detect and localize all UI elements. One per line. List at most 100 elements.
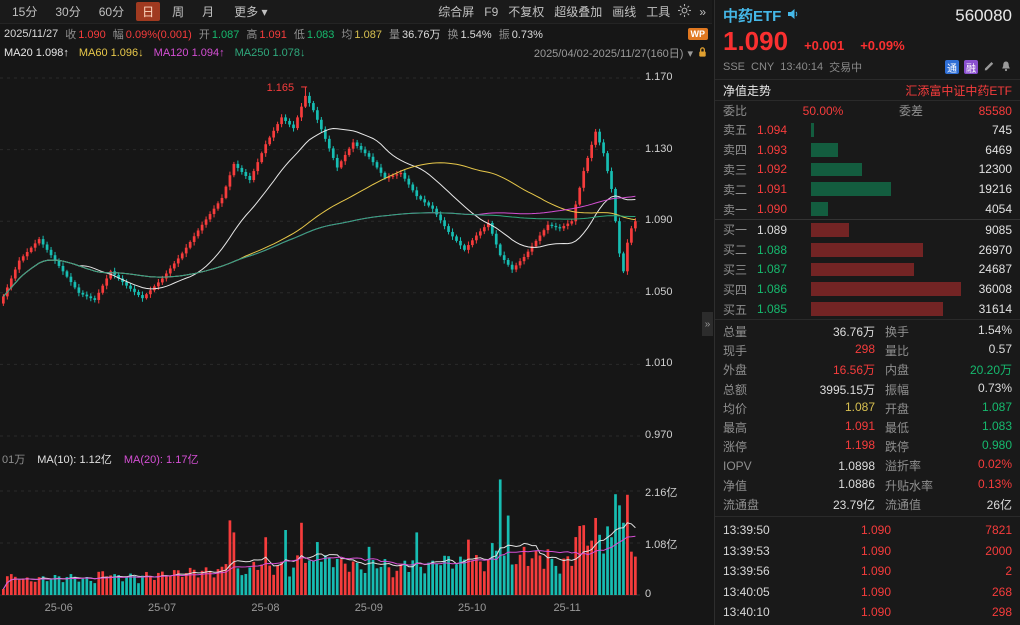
tick-time: 13:40:10 bbox=[723, 605, 770, 620]
stat-总量: 总量 36.76万 bbox=[723, 323, 885, 340]
stat-内盘: 内盘 20.20万 bbox=[885, 361, 1012, 378]
currency-label: CNY bbox=[751, 61, 775, 73]
stat-外盘: 外盘 16.56万 bbox=[723, 361, 885, 378]
period-more[interactable]: 更多 ▾ bbox=[228, 2, 273, 21]
stat-value: 1.087 bbox=[844, 399, 875, 414]
field-value: 1.087 bbox=[211, 29, 240, 41]
field-value: 1.090 bbox=[78, 29, 106, 41]
level-qty: 4054 bbox=[985, 202, 1012, 217]
period-tab-月[interactable]: 月 bbox=[202, 5, 215, 19]
weibi-value: 50.00% bbox=[802, 103, 844, 118]
field-均: 均 1.087 bbox=[341, 26, 382, 42]
depth-bar bbox=[811, 302, 943, 316]
period-tab-周[interactable]: 周 bbox=[172, 5, 185, 19]
field-label: 换 bbox=[447, 29, 459, 41]
order-book-row-买五[interactable]: 买五 1.085 31614 bbox=[715, 299, 1020, 319]
weibi-label: 委比 bbox=[723, 104, 748, 118]
stat-value: 16.56万 bbox=[832, 363, 875, 378]
period-more-label: 更多 bbox=[234, 5, 259, 19]
gear-icon[interactable] bbox=[678, 3, 692, 20]
period-tab-60分[interactable]: 60分 bbox=[98, 5, 125, 19]
order-book-row-卖四[interactable]: 卖四 1.093 6469 bbox=[715, 140, 1020, 160]
order-book-row-卖五[interactable]: 卖五 1.094 745 bbox=[715, 120, 1020, 140]
ma-legend-row: MA20 1.098↑ MA60 1.096↓ MA120 1.094↑ MA250 … bbox=[0, 44, 712, 62]
period-tab-30分[interactable]: 30分 bbox=[55, 5, 81, 19]
stat-label: 最高 bbox=[723, 421, 748, 435]
tick-price: 1.090 bbox=[860, 605, 891, 620]
ma-legend-item-MA120: MA120 1.094↑ bbox=[153, 47, 225, 59]
order-book-row-卖二[interactable]: 卖二 1.091 19216 bbox=[715, 179, 1020, 199]
chart-canvas[interactable]: 1.165 bbox=[0, 62, 712, 600]
tick-volume: 2 bbox=[1005, 564, 1012, 579]
level-qty: 26970 bbox=[978, 242, 1012, 257]
tool-F9[interactable]: F9 bbox=[484, 4, 499, 19]
depth-bar bbox=[811, 142, 838, 157]
tool-工具[interactable]: 工具 bbox=[646, 5, 671, 19]
stat-升贴水率: 升贴水率 0.13% bbox=[885, 477, 1012, 494]
panel-collapse-handle[interactable]: » bbox=[702, 312, 713, 336]
nav-trend-tab[interactable]: 净值走势 bbox=[723, 83, 772, 98]
stat-label: 总额 bbox=[723, 382, 748, 397]
volume-axis-label: 0 bbox=[645, 588, 652, 600]
stat-label: 内盘 bbox=[885, 363, 910, 378]
tool-综合屏[interactable]: 综合屏 bbox=[438, 5, 475, 19]
range-dropdown-icon[interactable]: ▾ bbox=[687, 47, 693, 60]
stat-label: 最低 bbox=[885, 421, 910, 435]
stat-现手: 现手 298 bbox=[723, 342, 885, 359]
fund-name-link[interactable]: 汇添富中证中药ETF bbox=[905, 83, 1012, 98]
field-label: 振 bbox=[498, 29, 510, 41]
tick-row: 13:40:05 1.090 268 bbox=[715, 581, 1020, 602]
tool-画线[interactable]: 画线 bbox=[612, 5, 637, 19]
stats-row: 均价 1.087 开盘 1.087 bbox=[715, 399, 1020, 418]
order-book-row-买三[interactable]: 买三 1.087 24687 bbox=[715, 260, 1020, 280]
price-axis-label: 1.010 bbox=[645, 357, 673, 370]
field-label: 高 bbox=[246, 29, 258, 41]
alert-bell-icon[interactable] bbox=[1000, 60, 1012, 75]
field-开: 开 1.087 bbox=[199, 26, 240, 42]
price-axis-label: 1.090 bbox=[645, 214, 673, 227]
volume-chart[interactable] bbox=[0, 467, 712, 599]
margin-rong-badge[interactable]: 融 bbox=[964, 60, 978, 75]
lock-icon[interactable] bbox=[697, 46, 708, 61]
price-axis-label: 1.130 bbox=[645, 142, 673, 155]
speaker-icon[interactable] bbox=[787, 7, 799, 25]
tick-time: 13:39:56 bbox=[723, 564, 770, 579]
toolbar-expand-icon[interactable]: » bbox=[699, 4, 706, 19]
level-qty: 6469 bbox=[985, 142, 1012, 157]
x-axis-label-25-10: 25-10 bbox=[458, 602, 487, 614]
margin-tong-badge[interactable]: 通 bbox=[945, 60, 959, 75]
stat-value: 0.13% bbox=[977, 476, 1012, 491]
stat-量比: 量比 0.57 bbox=[885, 342, 1012, 359]
order-book-row-买二[interactable]: 买二 1.088 26970 bbox=[715, 240, 1020, 260]
level-price: 1.088 bbox=[757, 242, 788, 257]
level-label: 买五 bbox=[723, 302, 748, 317]
tick-row: 13:39:56 1.090 2 bbox=[715, 561, 1020, 582]
tool-不复权[interactable]: 不复权 bbox=[508, 5, 545, 19]
field-低: 低 1.083 bbox=[294, 26, 335, 42]
quote-time: 13:40:14 bbox=[780, 61, 824, 73]
candlestick-chart[interactable]: 1.165 bbox=[0, 62, 712, 450]
volume-axis-label: 1.08亿 bbox=[645, 539, 678, 551]
stat-label: 跌停 bbox=[885, 440, 910, 455]
order-book-row-卖一[interactable]: 卖一 1.090 4054 bbox=[715, 199, 1020, 219]
trade-date: 2025/11/27 bbox=[4, 28, 59, 40]
depth-bar bbox=[811, 242, 924, 257]
edit-icon[interactable] bbox=[983, 60, 995, 75]
field-label: 低 bbox=[293, 29, 305, 41]
tick-volume: 2000 bbox=[985, 543, 1012, 558]
quote-panel: 中药ETF 560080 1.090 +0.001 +0.09% SSE CNY… bbox=[714, 0, 1020, 625]
field-高: 高 1.091 bbox=[246, 26, 287, 42]
stat-label: 外盘 bbox=[723, 363, 748, 378]
period-tab-15分[interactable]: 15分 bbox=[12, 5, 38, 19]
order-book-row-卖三[interactable]: 卖三 1.092 12300 bbox=[715, 160, 1020, 180]
level-label: 卖一 bbox=[723, 202, 748, 217]
depth-bar bbox=[811, 202, 828, 216]
market-status: 交易中 bbox=[829, 62, 863, 74]
order-book-row-买四[interactable]: 买四 1.086 36008 bbox=[715, 279, 1020, 299]
chevron-down-icon: ▾ bbox=[261, 5, 268, 19]
stat-总额: 总额 3995.15万 bbox=[723, 381, 885, 398]
depth-bar bbox=[811, 282, 961, 297]
tool-超级叠加[interactable]: 超级叠加 bbox=[554, 5, 603, 19]
period-tab-日[interactable]: 日 bbox=[136, 2, 161, 21]
order-book-row-买一[interactable]: 买一 1.089 9085 bbox=[715, 220, 1020, 240]
